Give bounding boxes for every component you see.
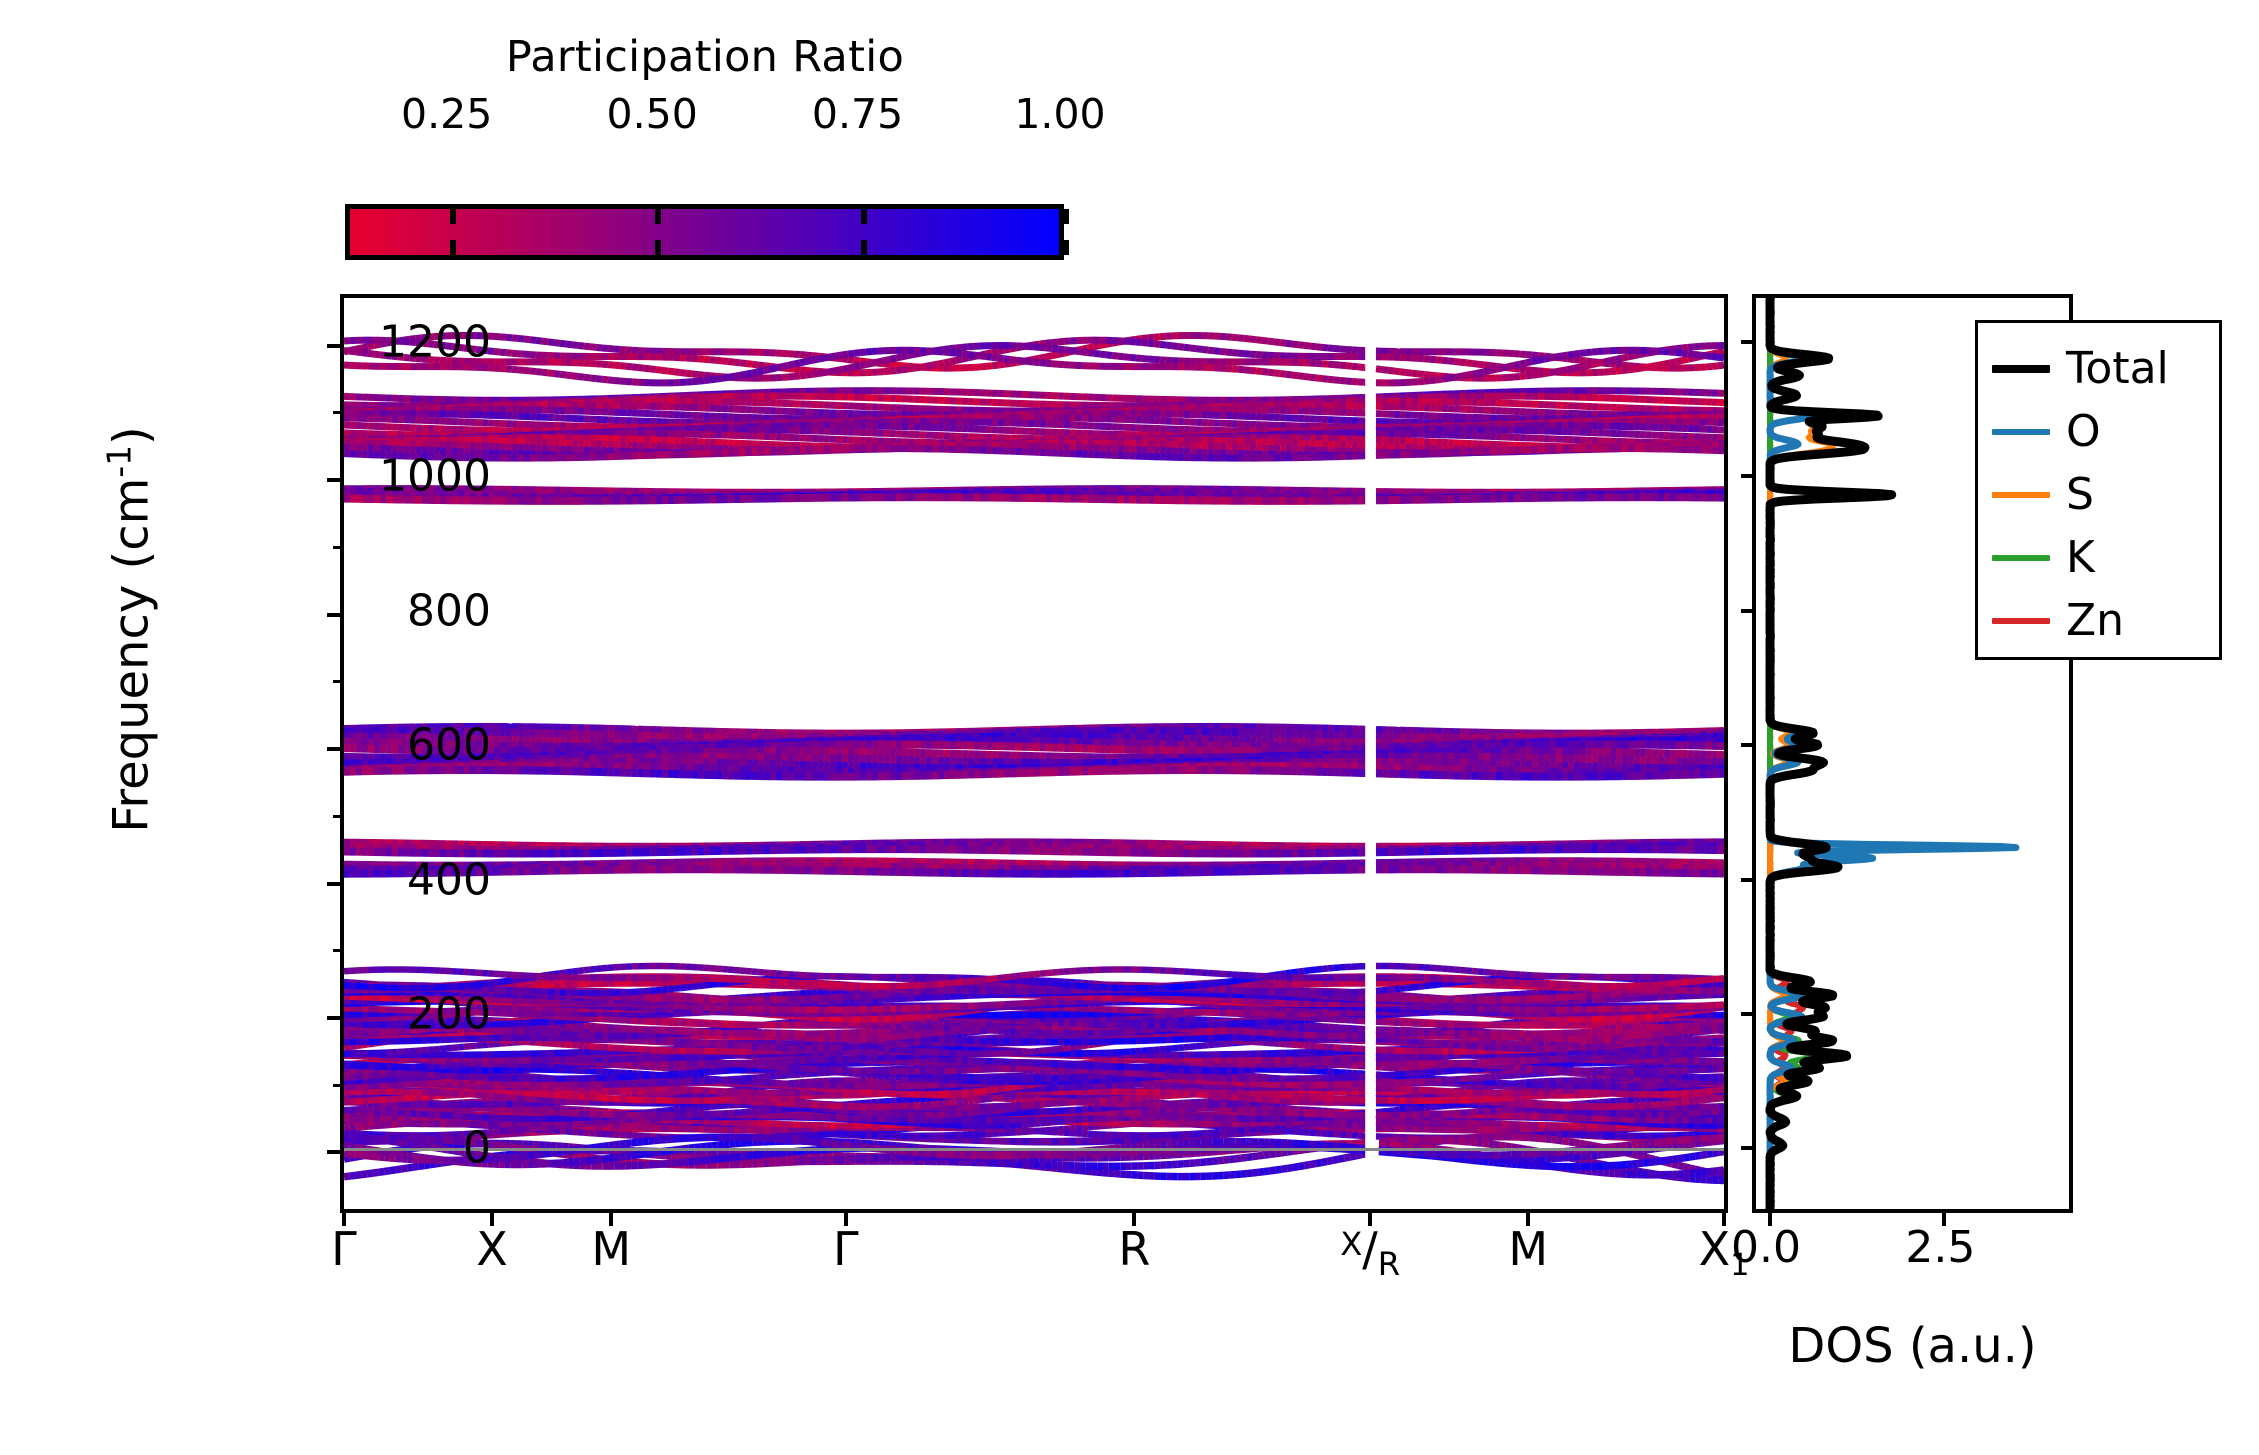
kpath-label-2: M [591,1222,631,1276]
x-axis-tick [1526,1209,1531,1226]
x-axis-tick [843,1209,848,1226]
y-axis-title: Frequency (cm-1) [101,350,160,910]
y-axis-title-exponent: -1 [101,445,139,478]
x-axis-tick [490,1209,495,1226]
legend-swatch-o [1992,428,2050,435]
colorbar-tick [860,240,867,255]
y-axis-minor-tick [333,949,344,953]
y-axis-tick [327,478,344,483]
colorbar-tick-label: 0.50 [606,90,697,138]
y-axis-tick [327,1150,344,1155]
legend-label: K [2066,535,2095,580]
y-axis-tick [327,612,344,617]
legend-item-s: S [1992,463,2209,526]
colorbar-tick [655,240,662,255]
colorbar-tick-label: 0.75 [812,90,903,138]
dos-y-tick [1741,877,1756,882]
dos-curves [1765,298,2020,1209]
y-axis-tick-label: 200 [407,989,491,1040]
kpath-label-6: M [1508,1222,1548,1276]
dos-x-tick [1942,1209,1947,1226]
band-curves [344,298,1724,1209]
y-axis-title-tail: ) [104,426,160,445]
dos-y-tick [1741,743,1756,748]
dos-y-tick [1741,474,1756,479]
colorbar-tick [1063,209,1069,224]
colorbar-tick [860,209,867,224]
y-axis-tick [327,881,344,886]
x-axis-tick [342,1209,346,1226]
y-axis-minor-tick [333,411,344,415]
dos-y-tick [1741,1012,1756,1017]
legend-label: S [2066,472,2094,517]
participation-ratio-colorbar [345,204,1069,260]
dos-x-tick-label: 0.0 [1731,1222,1801,1273]
y-axis-title-text: Frequency (cm [104,478,160,833]
kpath-label-3: Γ [833,1222,859,1276]
legend-item-k: K [1992,526,2209,589]
y-axis-tick-label: 1000 [379,451,491,502]
colorbar-title: Participation Ratio [344,32,1066,82]
y-axis-tick [327,343,344,348]
colorbar-tick [449,209,456,224]
dos-x-tick-label: 2.5 [1905,1222,1975,1273]
legend-label: Zn [2066,598,2124,643]
y-axis-tick-label: 400 [407,854,491,905]
zero-frequency-line [344,1148,1724,1152]
dos-y-tick [1741,608,1756,613]
colorbar-tick [449,240,456,255]
dos-x-tick [1768,1209,1772,1226]
x-axis-tick [609,1209,614,1226]
y-axis-minor-tick [333,680,344,684]
legend-swatch-zn [1992,617,2050,624]
y-axis-tick [327,1016,344,1021]
legend-swatch-s [1992,491,2050,498]
legend-item-zn: Zn [1992,589,2209,652]
y-axis-minor-tick [333,814,344,818]
kpath-label-4: R [1118,1222,1150,1276]
dos-y-tick [1741,1146,1756,1151]
legend-item-total: Total [1992,337,2209,400]
band-plot-area [344,298,1724,1209]
x-axis-tick [1368,1209,1373,1226]
kpath-label-1: X [476,1222,508,1276]
legend-label: O [2066,409,2101,454]
kpath-label-7: X1 [1699,1222,1750,1283]
x-axis-tick [1132,1209,1137,1226]
colorbar-tick-labels: 0.25 0.50 0.75 1.00 [344,90,1106,142]
dos-axis-title: DOS (a.u.) [1752,1318,2073,1374]
legend-item-o: O [1992,400,2209,463]
dos-y-tick [1741,339,1756,344]
y-axis-tick [327,747,344,752]
legend-label: Total [2066,346,2169,391]
y-axis-tick-label: 0 [463,1123,491,1174]
dos-legend: Total O S K Zn [1975,320,2222,660]
colorbar-gradient [350,209,1059,255]
colorbar-tick [1063,240,1069,255]
kpath-label-0: Γ [331,1222,357,1276]
y-axis-minor-tick [333,1083,344,1087]
x-axis-tick [1722,1209,1726,1226]
dos-plot-area [1756,298,2069,1209]
colorbar-tick-label: 0.25 [401,90,492,138]
y-axis-minor-tick [333,545,344,549]
legend-swatch-k [1992,554,2050,561]
band-structure-axes [327,294,1728,1226]
y-axis-tick-label: 600 [407,720,491,771]
y-axis-tick-label: 800 [407,585,491,636]
colorbar-tick-label: 1.00 [1014,90,1105,138]
y-axis-tick-label: 1200 [379,316,491,367]
colorbar-tick [655,209,662,224]
kpath-label-5: X/R [1340,1222,1400,1280]
legend-swatch-total [1992,364,2050,373]
